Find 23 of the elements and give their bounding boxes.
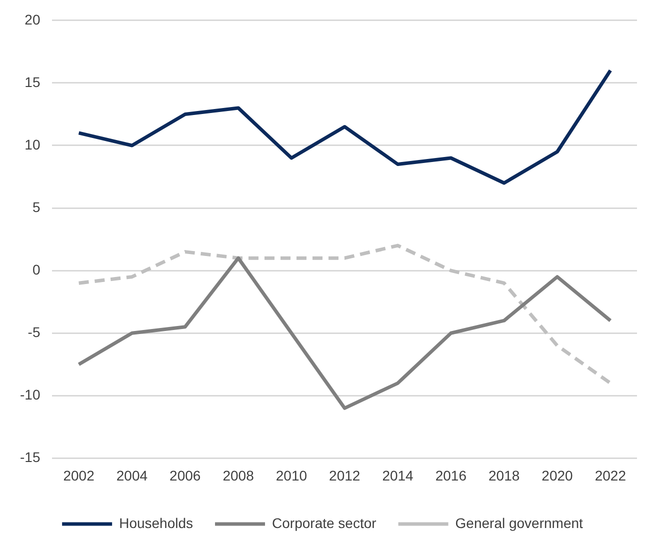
y-tick-label: -10 — [20, 386, 40, 403]
x-tick-label: 2006 — [170, 467, 201, 484]
legend-label: Households — [119, 514, 194, 531]
x-tick-label: 2018 — [488, 467, 520, 484]
x-tick-label: 2002 — [63, 467, 95, 484]
x-tick-label: 2012 — [329, 467, 360, 484]
x-tick-label: 2016 — [435, 467, 467, 484]
x-tick-label: 2008 — [222, 467, 254, 484]
y-tick-label: 10 — [24, 136, 40, 152]
legend-label: Corporate sector — [272, 514, 377, 531]
y-tick-label: 20 — [24, 11, 40, 28]
line-series — [77, 244, 612, 385]
x-tick-label: 2004 — [116, 467, 148, 484]
y-tick-label: -5 — [28, 324, 40, 340]
legend-label: General government — [455, 514, 584, 531]
y-tick-label: 5 — [32, 198, 40, 215]
y-tick-label: 15 — [24, 74, 40, 90]
y-tick-label: 0 — [32, 261, 40, 278]
x-tick-label: 2020 — [542, 467, 574, 484]
x-tick-label: 2010 — [276, 467, 308, 484]
y-tick-label: -15 — [20, 449, 40, 466]
x-tick-label: 2022 — [594, 467, 626, 484]
x-tick-label: 2014 — [382, 467, 414, 484]
